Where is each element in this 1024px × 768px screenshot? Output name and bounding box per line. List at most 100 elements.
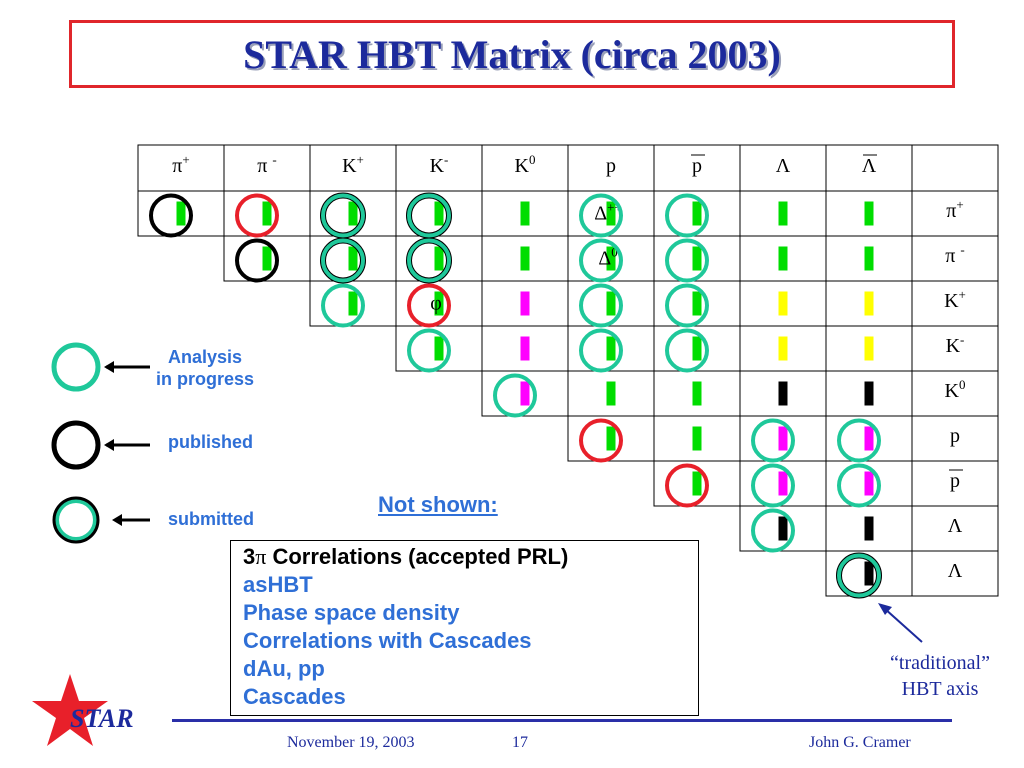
pair-bar: [692, 381, 702, 406]
analysis-ring: [665, 283, 709, 328]
row-header-base: p: [950, 470, 960, 492]
pair-bar: [606, 336, 616, 361]
pair-bar: [606, 291, 616, 316]
legend-arrow-head-analysis: [104, 361, 114, 373]
column-header: π+: [172, 152, 189, 177]
pair-bar: [520, 291, 530, 316]
column-header: Λ: [776, 155, 791, 177]
pair-bar: [434, 201, 444, 226]
row-header-sup: 0: [959, 377, 966, 392]
column-header-sup: -: [272, 152, 276, 167]
row-header: Λ: [948, 515, 963, 537]
pair-bar: [692, 246, 702, 271]
column-header: K0: [515, 152, 536, 177]
legend-analysis-line-2: in progress: [155, 369, 255, 389]
column-header-base: Λ: [862, 155, 877, 177]
submitted-ring-inner: [321, 238, 365, 283]
column-header: K+: [342, 152, 364, 177]
legend-submitted-label: submitted: [168, 509, 255, 529]
pair-bar: [778, 246, 788, 271]
pair-bar: [348, 246, 358, 271]
column-header-sup: 0: [529, 152, 536, 167]
traditional-arrow-head: [878, 603, 892, 615]
submitted-ring-inner: [321, 193, 365, 238]
star-logo-icon: [32, 674, 108, 746]
pair-bar: [864, 381, 874, 406]
column-header: K-: [430, 152, 449, 177]
footer-date: November 19, 2003: [287, 734, 415, 751]
submitted-ring-inner: [407, 238, 451, 283]
pair-bar: [864, 516, 874, 541]
pair-bar: [778, 291, 788, 316]
row-header-sup: -: [960, 242, 964, 257]
analysis-ring: [837, 463, 881, 508]
pair-bar: [778, 381, 788, 406]
pair-bar: [348, 291, 358, 316]
pair-bar: [434, 246, 444, 271]
pair-bar: [692, 471, 702, 496]
row-header: K0: [945, 377, 966, 402]
red-ring: [665, 463, 709, 508]
legend-published-label: published: [168, 432, 253, 452]
column-header-base: π: [172, 155, 182, 177]
analysis-ring: [665, 328, 709, 373]
column-header-base: K: [515, 155, 530, 177]
legend: [51, 342, 150, 544]
pair-bar: [692, 336, 702, 361]
row-header: π+: [946, 197, 963, 222]
note-item: Phase space density: [243, 600, 460, 625]
pair-bar: [176, 201, 186, 226]
row-header-base: K: [945, 380, 960, 402]
analysis-ring: [665, 193, 709, 238]
pair-bar: [520, 201, 530, 226]
published-ring: [149, 193, 193, 238]
column-header-sup: -: [444, 152, 448, 167]
title-frame: STAR HBT Matrix (circa 2003): [69, 20, 955, 88]
column-header-base: K: [342, 155, 357, 177]
note-item: asHBT: [243, 572, 313, 597]
note-3pi-rest: Correlations (accepted PRL): [266, 544, 569, 569]
pair-bar: [864, 471, 874, 496]
column-header-base: p: [692, 155, 702, 177]
row-header-base: π: [945, 245, 960, 267]
row-header-base: p: [950, 425, 960, 447]
footer-page-number: 17: [512, 734, 528, 751]
row-header-base: Λ: [948, 560, 963, 582]
column-header-base: Λ: [776, 155, 791, 177]
red-ring: [407, 283, 451, 328]
row-header: K-: [946, 332, 965, 357]
pair-bar: [692, 291, 702, 316]
pair-bar: [262, 201, 272, 226]
row-header-base: K: [944, 290, 959, 312]
row-header: Λ: [948, 560, 963, 582]
pair-bar: [262, 246, 272, 271]
analysis-ring: [579, 283, 623, 328]
pair-bar: [864, 561, 874, 586]
pair-bar: [864, 201, 874, 226]
pair-bar: [864, 291, 874, 316]
pi-symbol: π: [255, 544, 267, 569]
pair-bar: [778, 516, 788, 541]
analysis-ring: [407, 328, 451, 373]
pair-bar: [520, 246, 530, 271]
star-shape: [32, 674, 108, 746]
pair-bar: [434, 291, 444, 316]
submitted-ring-inner: [407, 193, 451, 238]
row-header-sup: +: [956, 197, 963, 212]
pair-bar: [778, 426, 788, 451]
column-header-base: π: [257, 155, 272, 177]
submitted-ring-inner: [837, 553, 881, 598]
page-title: STAR HBT Matrix (circa 2003): [243, 32, 781, 77]
pair-bar: [778, 201, 788, 226]
column-header: π -: [257, 152, 276, 177]
analysis-ring: [837, 418, 881, 463]
column-header-sup: +: [182, 152, 189, 167]
footer-author: John G. Cramer: [809, 734, 911, 751]
cell-label-base: Δ: [594, 203, 607, 225]
legend-arrow-head-submitted: [112, 514, 122, 526]
note-item: Cascades: [243, 684, 346, 709]
traditional-line-2: HBT axis: [901, 678, 979, 700]
legend-published-ring: [51, 420, 101, 470]
note-item: dAu, pp: [243, 656, 325, 681]
